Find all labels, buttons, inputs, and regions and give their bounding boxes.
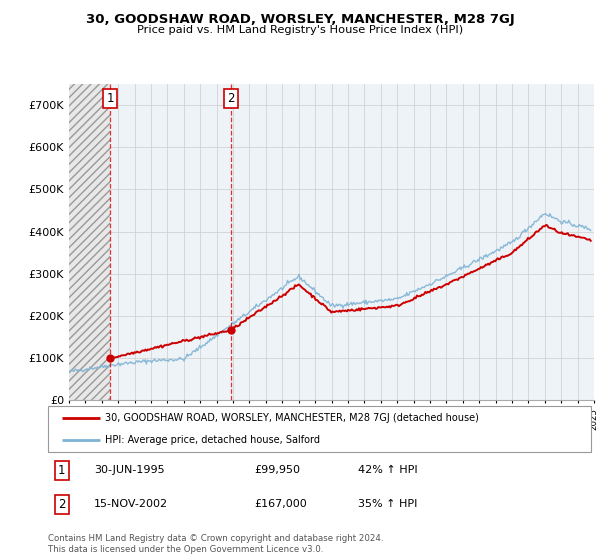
Text: 30, GOODSHAW ROAD, WORSLEY, MANCHESTER, M28 7GJ (detached house): 30, GOODSHAW ROAD, WORSLEY, MANCHESTER, … bbox=[105, 413, 479, 423]
Text: 1: 1 bbox=[106, 92, 114, 105]
Text: 42% ↑ HPI: 42% ↑ HPI bbox=[358, 465, 417, 475]
Text: 1: 1 bbox=[58, 464, 65, 477]
Text: HPI: Average price, detached house, Salford: HPI: Average price, detached house, Salf… bbox=[105, 435, 320, 445]
Bar bbox=[69, 84, 110, 400]
Text: 30, GOODSHAW ROAD, WORSLEY, MANCHESTER, M28 7GJ: 30, GOODSHAW ROAD, WORSLEY, MANCHESTER, … bbox=[86, 13, 514, 26]
Text: £99,950: £99,950 bbox=[254, 465, 301, 475]
Text: Contains HM Land Registry data © Crown copyright and database right 2024.
This d: Contains HM Land Registry data © Crown c… bbox=[48, 534, 383, 554]
Text: 35% ↑ HPI: 35% ↑ HPI bbox=[358, 500, 417, 510]
Text: Price paid vs. HM Land Registry's House Price Index (HPI): Price paid vs. HM Land Registry's House … bbox=[137, 25, 463, 35]
Text: 2: 2 bbox=[58, 498, 65, 511]
Text: 2: 2 bbox=[227, 92, 235, 105]
FancyBboxPatch shape bbox=[48, 406, 591, 452]
Text: £167,000: £167,000 bbox=[254, 500, 307, 510]
Text: 15-NOV-2002: 15-NOV-2002 bbox=[94, 500, 168, 510]
Text: 30-JUN-1995: 30-JUN-1995 bbox=[94, 465, 165, 475]
